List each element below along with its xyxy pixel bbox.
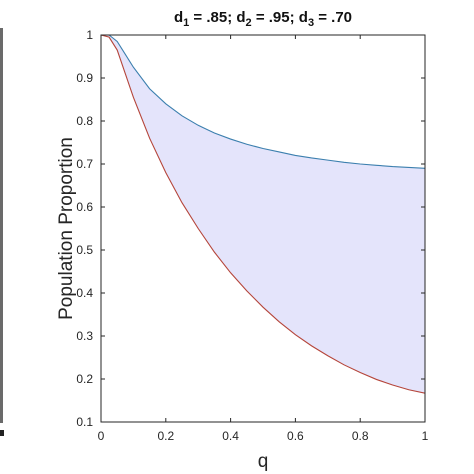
adjacent-panel-edge bbox=[0, 28, 3, 423]
y-axis-label: Population Proportion bbox=[56, 137, 77, 320]
y-tick-label: 0.4 bbox=[76, 286, 93, 300]
x-tick-label: 0.6 bbox=[287, 429, 304, 443]
band-fill bbox=[101, 35, 425, 394]
adjacent-panel-tick bbox=[0, 430, 4, 436]
upper-curve bbox=[101, 34, 426, 169]
y-tick-label: 0.8 bbox=[76, 114, 93, 128]
y-tick-label: 0.6 bbox=[76, 200, 93, 214]
lower-curve bbox=[100, 34, 426, 394]
x-tick-label: 0.4 bbox=[222, 429, 239, 443]
x-tick-label: 0.8 bbox=[352, 429, 369, 443]
x-axis-label: q bbox=[258, 451, 269, 472]
plot-frame bbox=[100, 34, 426, 423]
y-tick-label: 0.1 bbox=[76, 415, 93, 429]
x-tick-label: 0.2 bbox=[157, 429, 174, 443]
y-tick-label: 1 bbox=[86, 28, 93, 42]
y-tick-label: 0.7 bbox=[76, 157, 93, 171]
y-tick-label: 0.9 bbox=[76, 71, 93, 85]
y-tick-label: 0.2 bbox=[76, 372, 93, 386]
chart-title: d1 = .85; d2 = .95; d3 = .70 bbox=[174, 9, 352, 29]
x-tick-label: 0 bbox=[98, 429, 105, 443]
y-tick-label: 0.3 bbox=[76, 329, 93, 343]
y-tick-label: 0.5 bbox=[76, 243, 93, 257]
x-tick-label: 1 bbox=[422, 429, 429, 443]
